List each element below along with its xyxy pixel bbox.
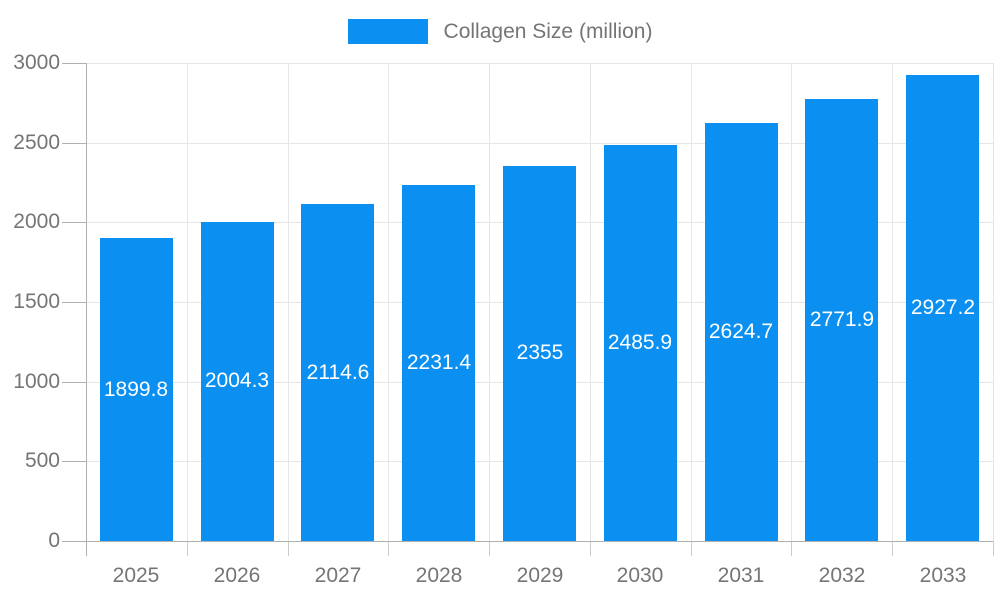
x-axis-label: 2028	[415, 564, 463, 587]
x-axis-tick	[791, 541, 792, 556]
bar[interactable]	[100, 238, 173, 541]
y-axis-tick	[62, 382, 86, 383]
y-axis-tick-label: 0	[48, 529, 60, 552]
y-axis-tick-label: 2000	[13, 210, 60, 233]
y-axis-tick-label: 1500	[13, 290, 60, 313]
x-axis-label: 2026	[213, 564, 261, 587]
bar[interactable]	[301, 204, 374, 541]
bar[interactable]	[503, 166, 576, 541]
bar-value-label: 2355	[516, 341, 564, 364]
y-axis-tick-label: 3000	[13, 51, 60, 74]
y-gridline	[86, 63, 993, 64]
legend-swatch	[347, 19, 428, 44]
category-gridline	[590, 63, 591, 541]
bar[interactable]	[705, 123, 778, 541]
bar-value-label: 2114.6	[306, 361, 370, 384]
x-axis-tick	[691, 541, 692, 556]
bar-value-label: 2927.2	[910, 296, 976, 319]
x-axis-label: 2031	[717, 564, 765, 587]
y-axis-tick	[62, 222, 86, 223]
x-axis-tick	[187, 541, 188, 556]
x-axis-line	[86, 541, 993, 542]
bar-value-label: 2624.7	[708, 320, 774, 343]
y-axis-tick	[62, 63, 86, 64]
y-axis-tick	[62, 302, 86, 303]
x-axis-label: 2029	[516, 564, 564, 587]
y-axis-tick	[62, 143, 86, 144]
legend-label: Collagen Size (million)	[443, 19, 653, 43]
bar-value-label: 2231.4	[406, 351, 472, 374]
x-axis-label: 2033	[919, 564, 967, 587]
bar[interactable]	[604, 145, 677, 541]
category-gridline	[388, 63, 389, 541]
y-axis-tick-label: 2500	[13, 131, 60, 154]
y-axis-tick-label: 1000	[13, 370, 60, 393]
bar-value-label: 2004.3	[204, 369, 270, 392]
y-gridline	[86, 143, 993, 144]
x-axis-tick	[892, 541, 893, 556]
bar[interactable]	[402, 185, 475, 541]
x-axis-label: 2032	[818, 564, 866, 587]
x-axis-tick	[993, 541, 994, 556]
category-gridline	[489, 63, 490, 541]
x-axis-label: 2030	[616, 564, 664, 587]
y-axis-line	[86, 63, 87, 556]
bar-value-label: 2771.9	[809, 308, 875, 331]
bar[interactable]	[805, 99, 878, 541]
legend[interactable]: Collagen Size (million)	[0, 19, 1000, 44]
bar-value-label: 2485.9	[607, 331, 673, 354]
bar[interactable]	[201, 222, 274, 541]
x-axis-label: 2025	[112, 564, 160, 587]
x-axis-tick	[590, 541, 591, 556]
y-axis-tick-label: 500	[24, 449, 60, 472]
category-gridline	[187, 63, 188, 541]
bar[interactable]	[906, 75, 979, 541]
x-axis-label: 2027	[314, 564, 362, 587]
bar-value-label: 1899.8	[103, 378, 169, 401]
x-axis-tick	[489, 541, 490, 556]
category-gridline	[691, 63, 692, 541]
y-axis-tick	[62, 461, 86, 462]
x-axis-tick	[388, 541, 389, 556]
category-gridline	[892, 63, 893, 541]
category-gridline	[993, 63, 994, 541]
category-gridline	[288, 63, 289, 541]
x-axis-tick	[288, 541, 289, 556]
y-axis-tick	[62, 541, 86, 542]
category-gridline	[791, 63, 792, 541]
